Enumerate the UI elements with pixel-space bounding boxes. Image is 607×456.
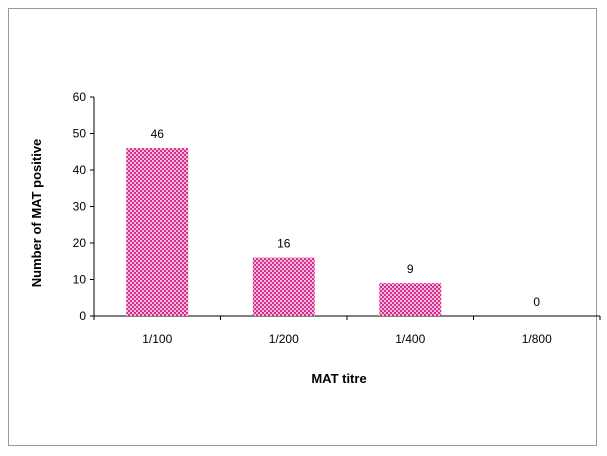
y-tick-label: 30 — [73, 200, 87, 214]
y-tick-label: 20 — [73, 236, 87, 250]
x-tick-label: 1/100 — [142, 332, 172, 346]
x-tick-label: 1/800 — [522, 332, 552, 346]
bars — [126, 148, 442, 316]
data-label: 16 — [277, 237, 291, 251]
data-labels: 46 16 9 0 — [151, 127, 541, 309]
bar — [379, 283, 442, 316]
y-tick-label: 50 — [73, 127, 87, 141]
chart-frame — [8, 8, 597, 446]
x-tick-label: 1/400 — [395, 332, 425, 346]
data-label: 46 — [151, 127, 165, 141]
y-tick-label: 40 — [73, 163, 87, 177]
y-tick-label: 10 — [73, 273, 87, 287]
x-axis-title: MAT titre — [311, 371, 366, 386]
bar — [126, 148, 189, 316]
y-axis-title: Number of MAT positive — [29, 139, 44, 288]
y-tick-label: 0 — [79, 309, 86, 323]
y-axis: 0 10 20 30 40 50 60 — [73, 90, 95, 323]
data-label: 0 — [533, 295, 540, 309]
x-tick-label: 1/200 — [269, 332, 299, 346]
data-label: 9 — [407, 262, 414, 276]
x-axis: 1/100 1/200 1/400 1/800 — [93, 315, 601, 346]
y-tick-label: 60 — [73, 90, 87, 104]
bar — [252, 257, 315, 316]
